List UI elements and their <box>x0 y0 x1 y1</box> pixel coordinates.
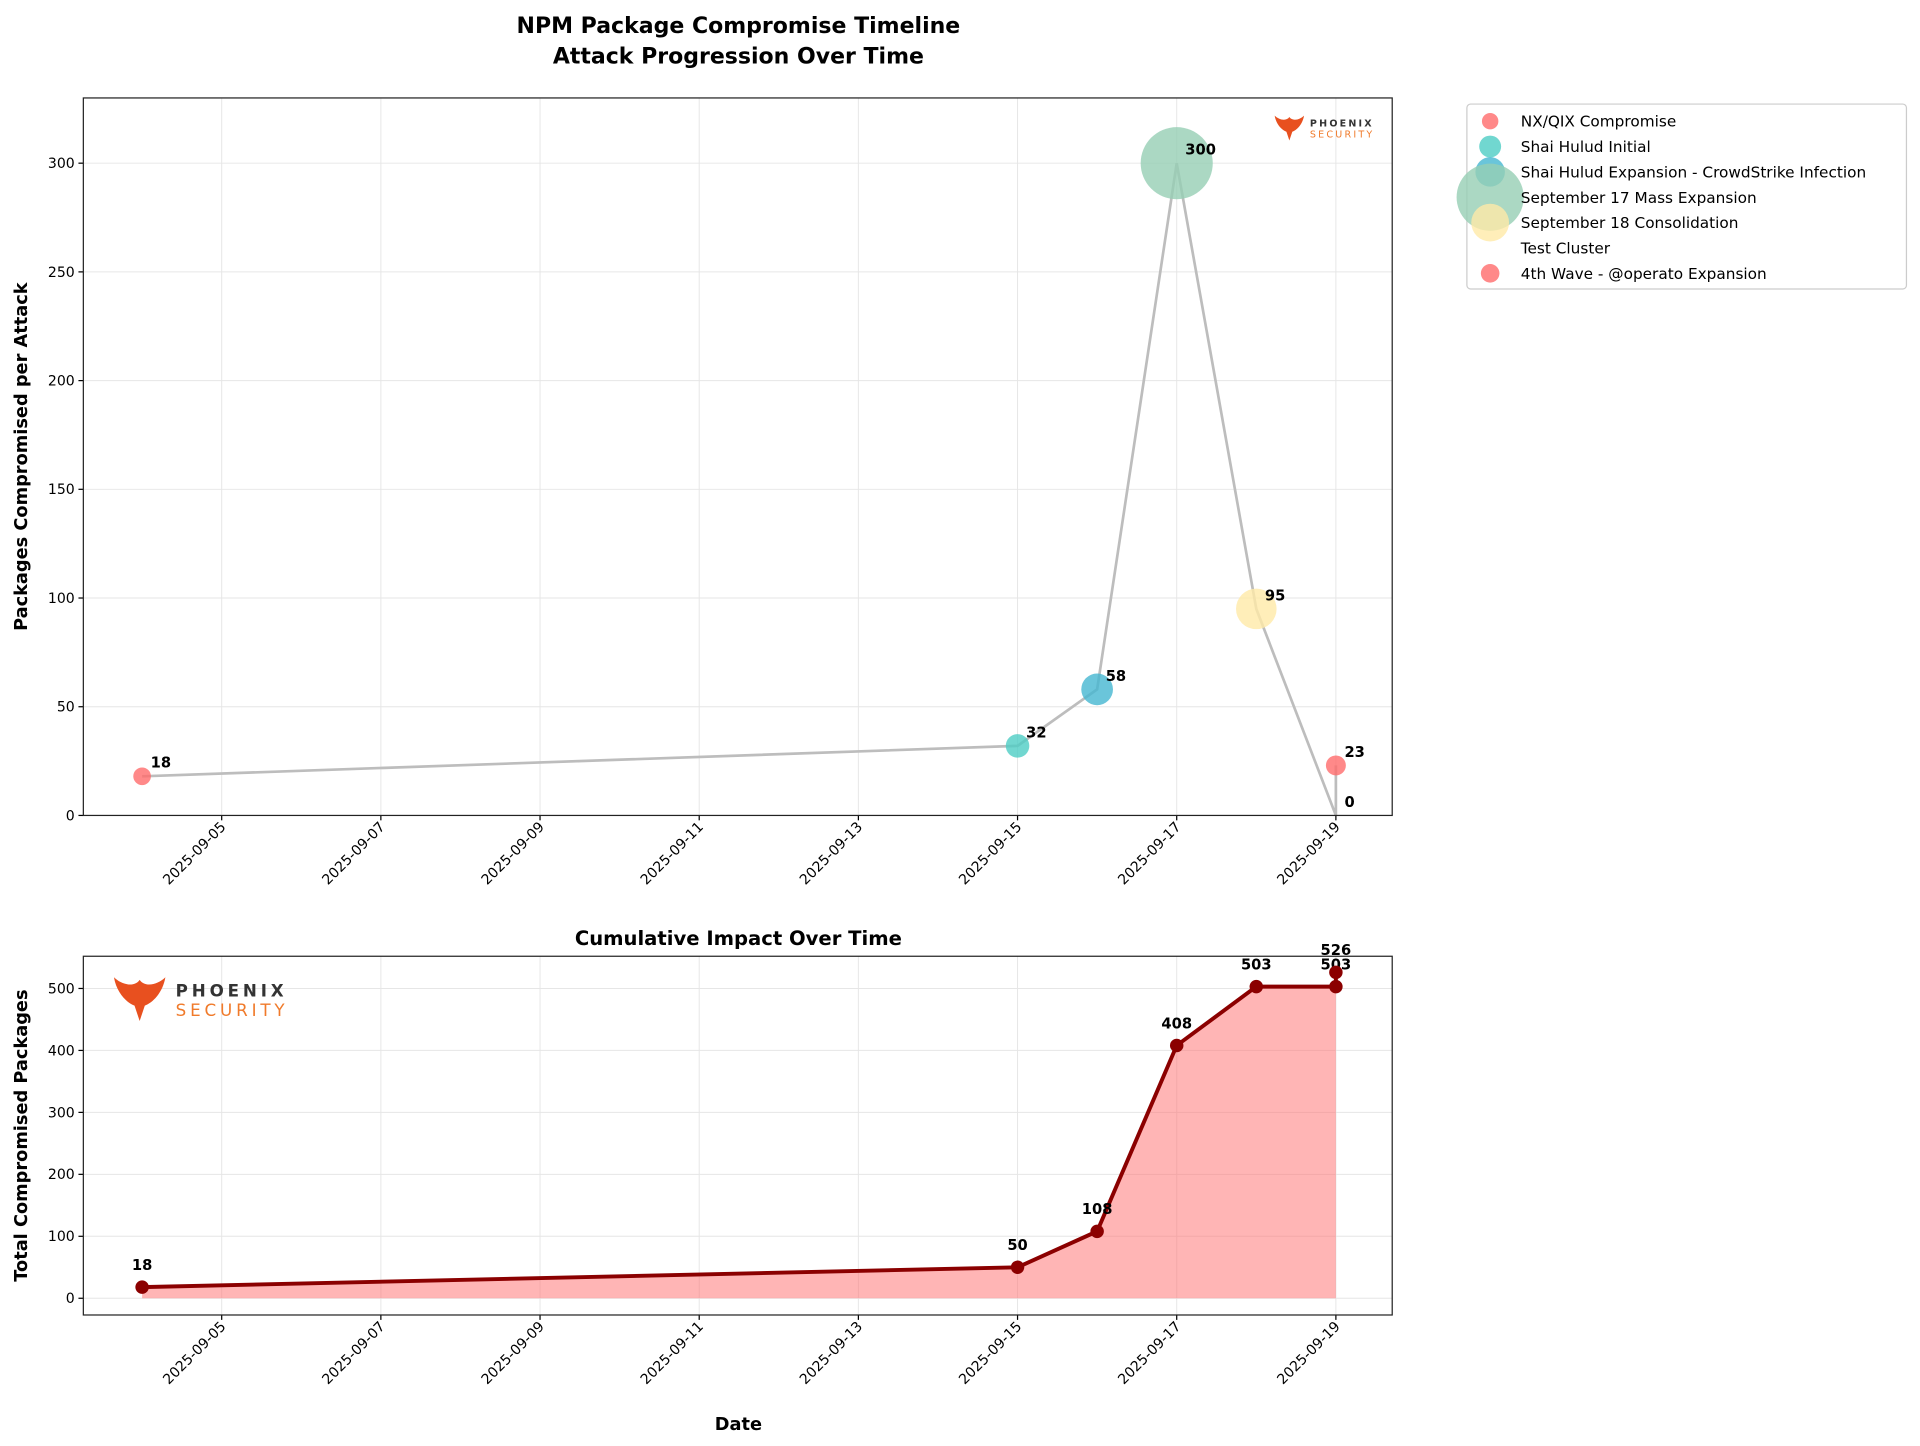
logo-text-bottom: SECURITY <box>1310 130 1375 141</box>
y-tick-label: 100 <box>48 1229 75 1245</box>
legend-entry: September 18 Consolidation <box>1521 214 1739 232</box>
cumulative-value-label: 108 <box>1082 1201 1113 1218</box>
x-tick-label: 2025-09-15 <box>956 819 1025 888</box>
bubble-value-label: 95 <box>1265 587 1285 604</box>
legend-entry: September 17 Mass Expansion <box>1521 189 1757 207</box>
cumulative-area <box>142 986 1336 1299</box>
bubble-6 <box>1325 755 1346 776</box>
x-tick-label: 2025-09-11 <box>638 1319 707 1388</box>
axes-frame <box>82 955 1393 1316</box>
bubble-0 <box>133 767 151 786</box>
legend-entry: Shai Hulud Initial <box>1521 138 1651 156</box>
cumulative-point-5 <box>1329 979 1343 994</box>
y-tick-label: 100 <box>48 591 75 607</box>
x-tick-label: 2025-09-17 <box>1115 1319 1184 1388</box>
figure-title-line2: Attack Progression Over Time <box>553 45 924 70</box>
y-tick-label: 150 <box>48 482 75 498</box>
x-tick-label: 2025-09-19 <box>1274 819 1343 888</box>
legend-entry: Test Cluster <box>1520 239 1611 257</box>
legend: NX/QIX Compromise Shai Hulud Initial Shai … <box>1456 103 1908 290</box>
x-tick-label: 2025-09-05 <box>160 1319 229 1388</box>
bubble-value-label: 0 <box>1344 794 1354 811</box>
y-axis-label: Total Compromised Packages <box>12 990 32 1282</box>
figure-title-line1: NPM Package Compromise Timeline <box>517 14 961 39</box>
legend-entry: 4th Wave - @operato Expansion <box>1521 265 1767 283</box>
x-axis-label: Date <box>715 1415 762 1435</box>
bubble-value-label: 32 <box>1026 724 1046 741</box>
bubble-3 <box>1140 127 1213 200</box>
axes-frame <box>82 97 1393 817</box>
y-tick-label: 300 <box>48 156 75 172</box>
y-tick-label: 500 <box>48 981 75 997</box>
legend-entry: NX/QIX Compromise <box>1521 113 1676 131</box>
y-tick-label: 0 <box>66 808 75 824</box>
y-axis-label: Packages Compromised per Attack <box>12 281 32 631</box>
cumulative-chart: 0 100 200 300 400 500 2025-09-05 2025-09-07 2025… <box>12 927 1393 1435</box>
y-tick-label: 400 <box>48 1043 75 1059</box>
x-tick-label: 2025-09-15 <box>956 1319 1025 1388</box>
cumulative-value-label: 18 <box>132 1257 152 1274</box>
y-tick-label: 300 <box>48 1105 75 1121</box>
y-tick-label: 250 <box>48 265 75 281</box>
logo-text-top: PHOENIX <box>1310 119 1374 130</box>
bubble-4 <box>1236 588 1277 630</box>
x-tick-label: 2025-09-05 <box>160 819 229 888</box>
cumulative-value-label: 503 <box>1321 956 1352 973</box>
x-tick-label: 2025-09-11 <box>638 819 707 888</box>
cumulative-point-4 <box>1249 979 1264 994</box>
cumulative-value-label: 408 <box>1161 1015 1192 1032</box>
phoenix-icon <box>1274 115 1305 141</box>
cumulative-point-3 <box>1169 1038 1184 1053</box>
bubble-value-label: 23 <box>1344 744 1364 761</box>
legend-marker <box>1480 263 1500 283</box>
cumulative-point-0 <box>135 1280 149 1294</box>
bubble-value-label: 18 <box>151 755 171 772</box>
logo-text-top: PHOENIX <box>176 981 288 1001</box>
cumulative-value-label: 503 <box>1241 956 1272 973</box>
bubble-value-label: 58 <box>1106 668 1126 685</box>
phoenix-icon <box>113 977 166 1022</box>
bubble-2 <box>1081 673 1113 706</box>
y-tick-label: 0 <box>66 1291 75 1307</box>
cumulative-value-label: 50 <box>1007 1237 1027 1254</box>
x-tick-label: 2025-09-07 <box>319 819 388 888</box>
x-tick-label: 2025-09-13 <box>797 1319 866 1388</box>
x-tick-label: 2025-09-17 <box>1115 819 1184 888</box>
x-tick-label: 2025-09-09 <box>479 819 548 888</box>
cumulative-point-6 <box>1329 965 1343 980</box>
cumulative-value-label: 526 <box>1321 942 1352 959</box>
x-tick-label: 2025-09-07 <box>319 1319 388 1388</box>
legend-marker <box>1481 112 1499 130</box>
cumulative-point-2 <box>1090 1224 1104 1239</box>
y-tick-label: 200 <box>48 373 75 389</box>
x-tick-label: 2025-09-13 <box>797 819 866 888</box>
legend-marker <box>1471 203 1510 242</box>
legend-marker <box>1479 135 1502 158</box>
y-tick-label: 50 <box>57 700 75 716</box>
x-tick-label: 2025-09-09 <box>479 1319 548 1388</box>
x-tick-label: 2025-09-19 <box>1274 1319 1343 1388</box>
legend-entry: Shai Hulud Expansion - CrowdStrike Infec… <box>1521 163 1866 181</box>
timeline-chart: 0 50 100 150 200 250 300 2025-09-05 2025-09-07 20… <box>12 97 1393 888</box>
y-tick-label: 200 <box>48 1167 75 1183</box>
subplot-title: Cumulative Impact Over Time <box>575 927 902 950</box>
cumulative-point-1 <box>1010 1260 1025 1275</box>
bubble-value-label: 300 <box>1185 142 1216 159</box>
bubble-1 <box>1005 734 1030 758</box>
logo-text-bottom: SECURITY <box>176 1000 289 1020</box>
